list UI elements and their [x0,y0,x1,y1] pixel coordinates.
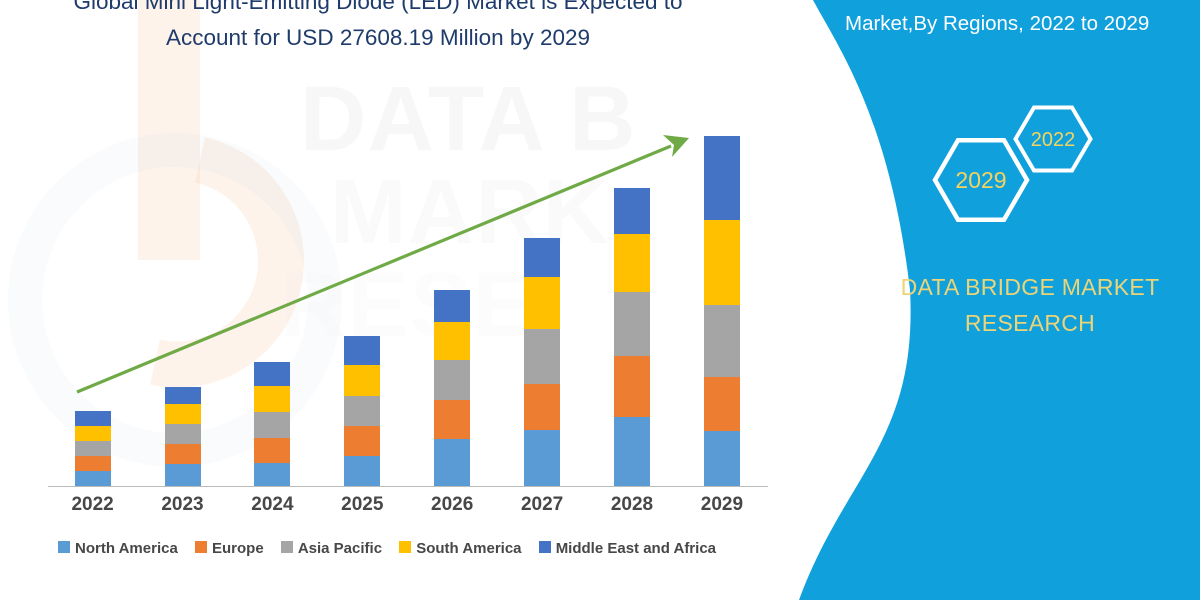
svg-text:2029: 2029 [955,167,1006,193]
svg-text:2022: 2022 [1031,129,1076,151]
